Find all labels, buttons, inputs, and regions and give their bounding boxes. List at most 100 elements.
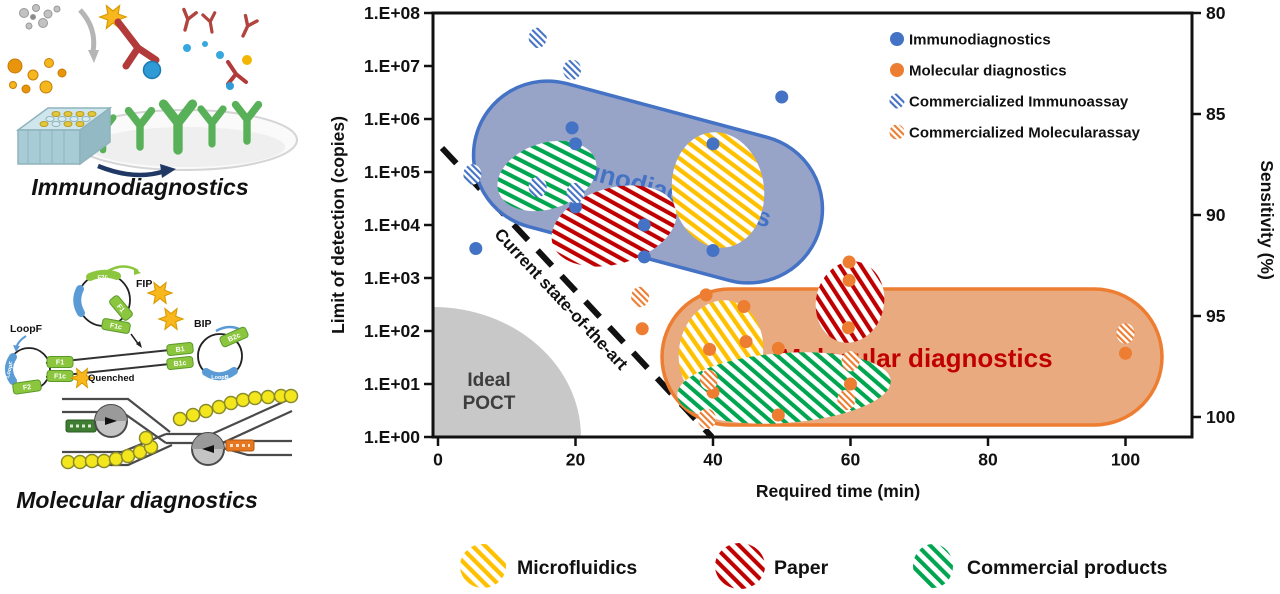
point-molecular-diagnostics	[739, 335, 753, 349]
point-molecular-diagnostics	[635, 322, 649, 336]
bead-icon	[283, 388, 299, 404]
label-sphere	[142, 60, 162, 80]
floating-antibodies	[177, 7, 259, 41]
point-molecular-diagnostics	[699, 288, 713, 302]
detection-antibody	[114, 18, 160, 70]
svg-text:F1c: F1c	[109, 322, 122, 331]
bip-label: BIP	[194, 318, 212, 330]
y-tick-label: 1.E+03	[364, 268, 420, 288]
y-tick-label: 1.E+06	[364, 109, 420, 129]
x-tick-label: 60	[841, 450, 861, 470]
point-molecular-diagnostics	[771, 408, 785, 422]
f1c-box: F1c	[46, 370, 74, 382]
point-molecular-diagnostics	[844, 377, 857, 391]
x-tick-label: 80	[978, 450, 998, 470]
point-molecular-diagnostics	[842, 255, 856, 269]
legend-marker-dot-icon	[890, 63, 904, 77]
pump-left	[94, 404, 128, 438]
svg-text:B1c: B1c	[173, 360, 187, 368]
sample-arrow	[78, 8, 97, 53]
bottom-legend-marker-icon	[460, 544, 506, 588]
axis-ticks: 0 20 40 60 80 100 1.E+00 1.E+01 1.E+02 1.E+03 1.E+…	[364, 3, 1235, 470]
b2c-box: B2c	[219, 326, 249, 348]
ideal-poct-shape	[433, 307, 581, 437]
quenched-label: Quenched	[88, 373, 135, 384]
legend-marker-hatched-icon	[889, 93, 905, 109]
y-tick-label: 1.E+08	[364, 3, 420, 23]
sample-cartridge-orange	[225, 439, 255, 452]
point-immunodiagnostics	[569, 137, 582, 151]
gray-molecules	[19, 4, 61, 30]
svg-text:F1: F1	[115, 303, 126, 314]
to-plate-arrow-head	[160, 164, 176, 178]
f2-box: F2	[12, 379, 42, 395]
mini-antigen	[242, 55, 252, 65]
point-commercialized-immunoassay	[566, 182, 585, 204]
bead-icon	[247, 390, 263, 406]
legend-item-label: Commercialized Molecularassay	[909, 125, 1141, 142]
microfluidic-channels	[62, 396, 293, 467]
point-commercialized-immunoassay	[528, 27, 547, 49]
point-molecular-diagnostics	[703, 342, 717, 356]
y-right-tick-label: 80	[1206, 3, 1226, 23]
legend-marker-hatched-icon	[889, 124, 905, 140]
bead-icon	[211, 399, 227, 415]
y-tick-label: 1.E+00	[364, 427, 420, 447]
point-immunodiagnostics	[706, 244, 720, 258]
y-right-tick-label: 85	[1206, 104, 1226, 124]
bottom-legend-marker-icon	[715, 543, 765, 589]
left-loop-arc-label: LoopF	[5, 360, 15, 378]
cluster-paper	[551, 185, 677, 267]
bead-icon	[185, 407, 201, 423]
y-tick-label: 1.E+05	[364, 162, 420, 182]
left-loop-blue-arc	[5, 353, 17, 385]
y-axis-right-label: Sensitivity (%)	[1257, 160, 1277, 280]
bead-icon	[84, 453, 100, 469]
loopf-pointer-arrow-head	[13, 345, 20, 352]
ideal-poct-label-line2: POCT	[463, 393, 516, 414]
point-molecular-diagnostics	[771, 341, 785, 355]
point-commercialized-immunoassay	[463, 164, 482, 185]
bead-chains	[60, 388, 299, 470]
y-tick-label: 1.E+07	[364, 56, 420, 76]
cluster-paper	[815, 261, 885, 343]
top-loop-green-arc	[86, 269, 121, 281]
bottom-legend-marker-icon	[913, 544, 953, 588]
legend-item-label: Immunodiagnostics	[909, 32, 1051, 49]
top-loop-blue-arc	[73, 285, 85, 317]
y-tick-label: 1.E+04	[364, 215, 420, 235]
loopb-label: LoopB	[211, 375, 228, 381]
svg-text:F2: F2	[23, 384, 32, 392]
top-loop-f1-box: F1	[109, 295, 133, 321]
molecular-diagnostics-illustration: F2c F1 F1c FIP BIP LoopF LoopF F2	[5, 265, 299, 513]
bead-icon	[108, 451, 124, 467]
point-commercialized-molecularassay	[699, 369, 718, 391]
fip-arrow-head	[134, 268, 141, 275]
assay-plate-shade	[89, 127, 285, 167]
y-right-tick-label: 95	[1206, 306, 1226, 326]
sample-arrow-head	[88, 50, 99, 63]
point-commercialized-molecularassay	[1116, 323, 1135, 344]
loopb-arc	[202, 367, 238, 381]
to-plate-arrow	[97, 163, 166, 178]
bip-fluorophore-icon	[158, 307, 184, 331]
bead-icon	[138, 430, 154, 446]
molecular-diagnostics-caption: Molecular diagnostics	[16, 487, 258, 513]
b1c-box: B1c	[166, 355, 194, 371]
point-immunodiagnostics	[637, 218, 651, 232]
ideal-poct-label-line1: Ideal	[467, 370, 510, 391]
bottom-legend-label: Microfluidics	[517, 557, 637, 579]
mini-detection-antibody	[226, 60, 248, 86]
point-immunodiagnostics	[706, 137, 720, 151]
point-commercialized-immunoassay	[528, 176, 547, 198]
legend-item-label: Molecular diagnostics	[909, 63, 1067, 80]
state-of-the-art-line	[439, 145, 715, 440]
technology-clusters	[497, 132, 891, 424]
bead-icon	[198, 403, 214, 419]
plot-legend: Immunodiagnostics Molecular diagnostics Co…	[889, 32, 1141, 142]
point-molecular-diagnostics	[1119, 346, 1132, 360]
bead-icon	[72, 454, 88, 470]
mini-label-sphere	[226, 82, 234, 90]
